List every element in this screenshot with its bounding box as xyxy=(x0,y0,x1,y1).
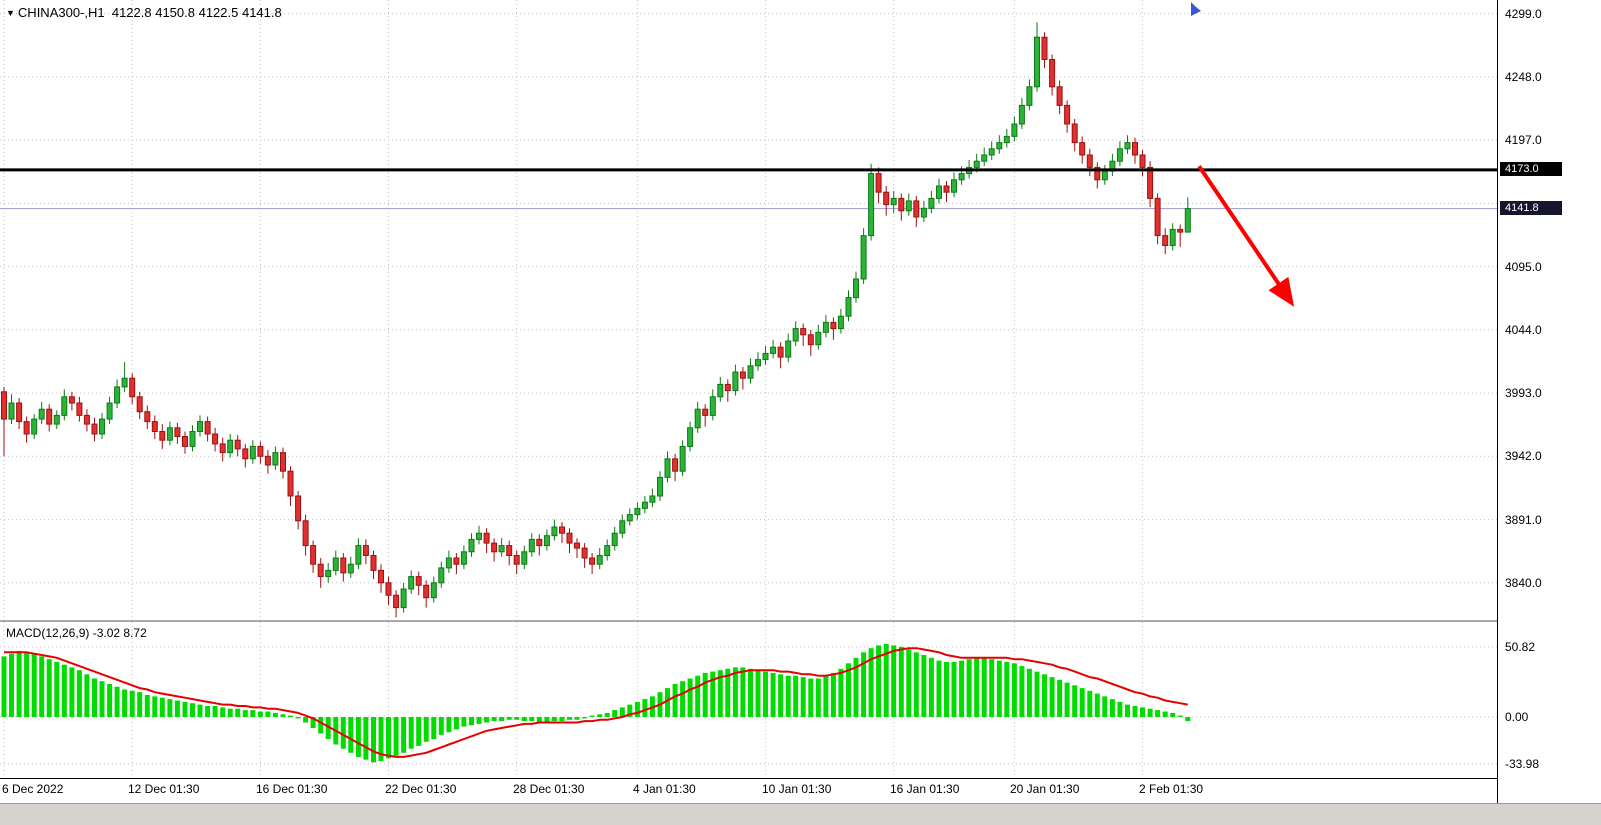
price-axis[interactable]: 4299.0 4248.0 4197.0 4095.0 4044.0 3993.0 3942… xyxy=(1497,0,1601,803)
macd-chart-svg xyxy=(0,622,1497,778)
main-chart-area[interactable]: ▼ CHINA300-,H1 4122.8 4150.8 4122.5 4141.… xyxy=(0,0,1497,620)
price-tick-label: 4197.0 xyxy=(1505,133,1542,147)
cursor-arrow xyxy=(1191,2,1201,16)
candlestick-chart-svg xyxy=(0,0,1497,620)
price-tick-label: 3891.0 xyxy=(1505,513,1542,527)
time-tick-label: 28 Dec 01:30 xyxy=(513,782,585,796)
time-tick-label: 16 Dec 01:30 xyxy=(256,782,328,796)
collapse-triangle-icon[interactable]: ▼ xyxy=(6,8,15,18)
macd-signal-line xyxy=(4,647,1188,758)
macd-tick-label: 50.82 xyxy=(1505,640,1536,654)
macd-indicator-label: MACD(12,26,9) -3.02 8.72 xyxy=(6,626,147,640)
price-tick-label: 4095.0 xyxy=(1505,260,1542,274)
hline-price-badge: 4173.0 xyxy=(1500,162,1562,176)
time-tick-label: 16 Jan 01:30 xyxy=(890,782,960,796)
price-tick-label: 3840.0 xyxy=(1505,576,1542,590)
time-tick-label: 4 Jan 01:30 xyxy=(633,782,696,796)
symbol-ohlc-label: ▼ CHINA300-,H1 4122.8 4150.8 4122.5 4141.… xyxy=(6,5,282,20)
price-tick-label: 3942.0 xyxy=(1505,449,1542,463)
time-tick-label: 10 Jan 01:30 xyxy=(762,782,832,796)
panel-divider[interactable] xyxy=(0,620,1601,622)
price-tick-label: 3993.0 xyxy=(1505,386,1542,400)
macd-tick-label: 0.00 xyxy=(1505,710,1529,724)
symbol-ohlc-text: CHINA300-,H1 4122.8 4150.8 4122.5 4141.8 xyxy=(17,5,282,20)
price-tick-label: 4248.0 xyxy=(1505,70,1542,84)
price-tick-label: 4299.0 xyxy=(1505,7,1542,21)
macd-histogram xyxy=(1,644,1191,763)
time-tick-label: 2 Feb 01:30 xyxy=(1139,782,1204,796)
time-axis[interactable]: 6 Dec 2022 12 Dec 01:30 16 Dec 01:30 22 Dec… xyxy=(0,779,1497,803)
bottom-divider xyxy=(0,778,1601,779)
time-tick-label: 20 Jan 01:30 xyxy=(1010,782,1080,796)
macd-tick-label: -33.98 xyxy=(1505,757,1540,771)
time-tick-label: 12 Dec 01:30 xyxy=(128,782,200,796)
time-tick-label: 22 Dec 01:30 xyxy=(385,782,457,796)
window-bottom-strip xyxy=(0,803,1601,825)
macd-panel[interactable]: MACD(12,26,9) -3.02 8.72 xyxy=(0,622,1497,778)
trend-arrow-annotation[interactable] xyxy=(1197,165,1295,307)
price-tick-label: 4044.0 xyxy=(1505,323,1542,337)
time-tick-label: 6 Dec 2022 xyxy=(2,782,64,796)
bid-price-badge: 4141.8 xyxy=(1500,201,1562,215)
candles-layer xyxy=(1,22,1191,618)
